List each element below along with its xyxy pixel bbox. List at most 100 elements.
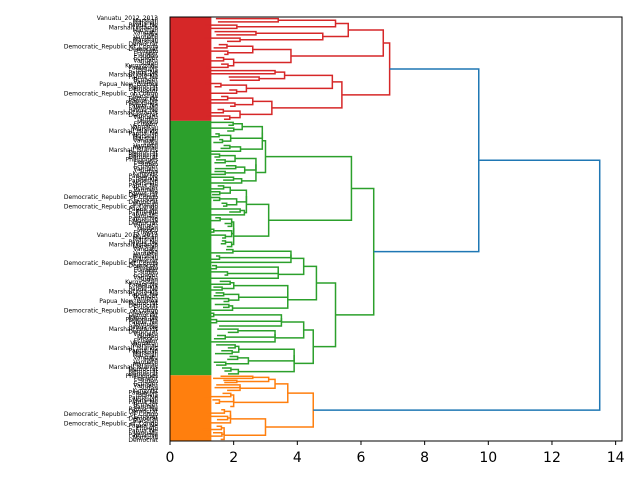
x-tick-label: 10	[479, 450, 497, 466]
dendrogram-link	[210, 414, 232, 424]
dendrogram-link	[216, 344, 236, 349]
dendrogram-link	[205, 82, 222, 88]
leaf-label: Democrat	[128, 192, 158, 199]
dendrogram-link	[238, 348, 295, 362]
leaf-label: Democrat	[128, 220, 158, 227]
leaf-label: Marshall_Islands	[109, 326, 158, 333]
dendrogram-link	[202, 425, 223, 431]
leaf-label: Papua_Ne	[129, 206, 159, 213]
leaf-label: Marshall	[133, 39, 159, 46]
dendrogram-link	[221, 367, 232, 372]
leaf-label: Democrat	[128, 312, 158, 319]
dendrogram-link	[313, 282, 337, 348]
x-tick-label: 4	[293, 450, 302, 466]
leaf-label: Democratic_Republic_of_Congo	[64, 91, 158, 98]
leaf-label: Ecuador	[133, 197, 158, 204]
dendrogram-link	[219, 134, 232, 142]
dendrogram-link	[220, 144, 231, 150]
dendrogram-link	[294, 329, 314, 365]
leaf-label: Marshall	[133, 36, 159, 43]
leaf-label: Vanuatu	[133, 213, 158, 220]
dendrogram-link	[233, 203, 270, 237]
leaf-label: Marshall	[133, 253, 159, 260]
leaf-label: Sudan	[139, 116, 158, 123]
leaf-label: Sudan	[139, 161, 158, 168]
leaf-label: Democrat	[128, 46, 158, 53]
leaf-label: Papua_Ne	[129, 432, 159, 439]
dendrogram-link	[221, 202, 228, 207]
leaf-label: Marshall	[133, 343, 159, 350]
leaf-label: Ecuador	[133, 230, 158, 237]
leaf-label: Marshall	[133, 237, 159, 244]
dendrogram-link	[231, 221, 235, 235]
dendrogram-link	[213, 314, 283, 322]
dendrogram-link	[233, 48, 292, 64]
leaf-label: Papua_Ne	[129, 69, 159, 76]
leaf-label: Sudan	[139, 225, 158, 232]
leaf-label: Papua_Ne	[129, 286, 159, 293]
leaf-label: Democratic_Republic_of_Congo	[64, 411, 158, 418]
leaf-label: Papua_Ne	[129, 65, 159, 72]
axes-frame	[169, 16, 623, 442]
leaf-label: Ecuador	[133, 401, 158, 408]
leaf-label: Vanuatu	[133, 166, 158, 173]
leaf-label: Marshall_Islands	[109, 109, 158, 116]
leaf-labels: Vanuatu_2012_2013MarshallMarshallPapua_N…	[64, 15, 159, 444]
dendrogram-link	[233, 123, 243, 131]
dendrogram-link	[220, 218, 233, 225]
leaf-label: Vanuatu	[133, 58, 158, 65]
dendrogram-link	[275, 321, 305, 339]
leaf-label: Marshall	[133, 434, 159, 441]
leaf-label: Sudan	[139, 270, 158, 277]
dendrogram-link	[203, 255, 221, 260]
dendrogram-link	[228, 368, 240, 375]
dendrogram-link	[265, 392, 314, 428]
leaf-label: Ecuador	[133, 413, 158, 420]
leaf-label: Papua_Ne	[129, 215, 159, 222]
leaf-label: Democrat	[128, 258, 158, 265]
leaf-label: Ecuador	[133, 51, 158, 58]
leaf-label: Papua_Ne	[129, 178, 159, 185]
leaf-label: Vanuatu_2012_2013	[97, 15, 158, 22]
leaf-label: Marshall	[133, 234, 159, 241]
leaf-label: Democrat	[128, 369, 158, 376]
leaf-label: Democratic_Republic_of_Congo	[64, 420, 158, 427]
dendrogram-link	[209, 254, 292, 264]
leaf-label: Papua_Ne	[129, 74, 159, 81]
dendrogram-link	[235, 157, 257, 171]
leaf-label: Papua_Ne	[129, 347, 159, 354]
dendrogram-link	[271, 81, 343, 109]
leaf-label: Marshall_Islands	[109, 288, 158, 295]
leaf-label: Marshall	[133, 255, 159, 262]
leaf-label: Papua_Ne	[129, 399, 159, 406]
dendrogram-link	[213, 375, 254, 380]
dendrogram-link	[205, 177, 243, 184]
dendrogram-link	[220, 240, 227, 245]
dendrogram-link	[214, 384, 241, 389]
dendrogram-link	[244, 196, 248, 214]
dendrogram-link	[220, 431, 225, 441]
dendrogram-link	[238, 355, 295, 373]
leaf-label: Marshall	[133, 145, 159, 152]
dendrogram-link	[225, 241, 233, 248]
dendrogram-link	[208, 176, 235, 181]
dendrogram-link	[341, 42, 391, 96]
dendrogram-link	[205, 146, 242, 152]
x-tick-label: 2	[229, 450, 238, 466]
dendrogram-link	[240, 132, 264, 150]
leaf-label: Democrat	[128, 112, 158, 119]
dendrogram-link	[217, 328, 239, 334]
dendrogram-link	[210, 271, 229, 276]
leaf-label: Marshall	[133, 27, 159, 34]
leaf-label: Democrat	[128, 366, 158, 373]
leaf-label: Marshall_Islands	[109, 128, 158, 135]
dendrogram-link	[208, 133, 220, 138]
leaf-label: Democratic_Republic_of_Congo	[64, 307, 158, 314]
dendrogram-link	[227, 386, 241, 392]
leaf-label: Democrat	[128, 409, 158, 416]
leaf-label: Marshall	[133, 310, 159, 317]
dendrogram-link	[219, 154, 236, 163]
leaf-label: India	[143, 32, 158, 39]
x-tick-label: 14	[607, 450, 625, 466]
leaf-label: Papua_Ne	[129, 390, 159, 397]
